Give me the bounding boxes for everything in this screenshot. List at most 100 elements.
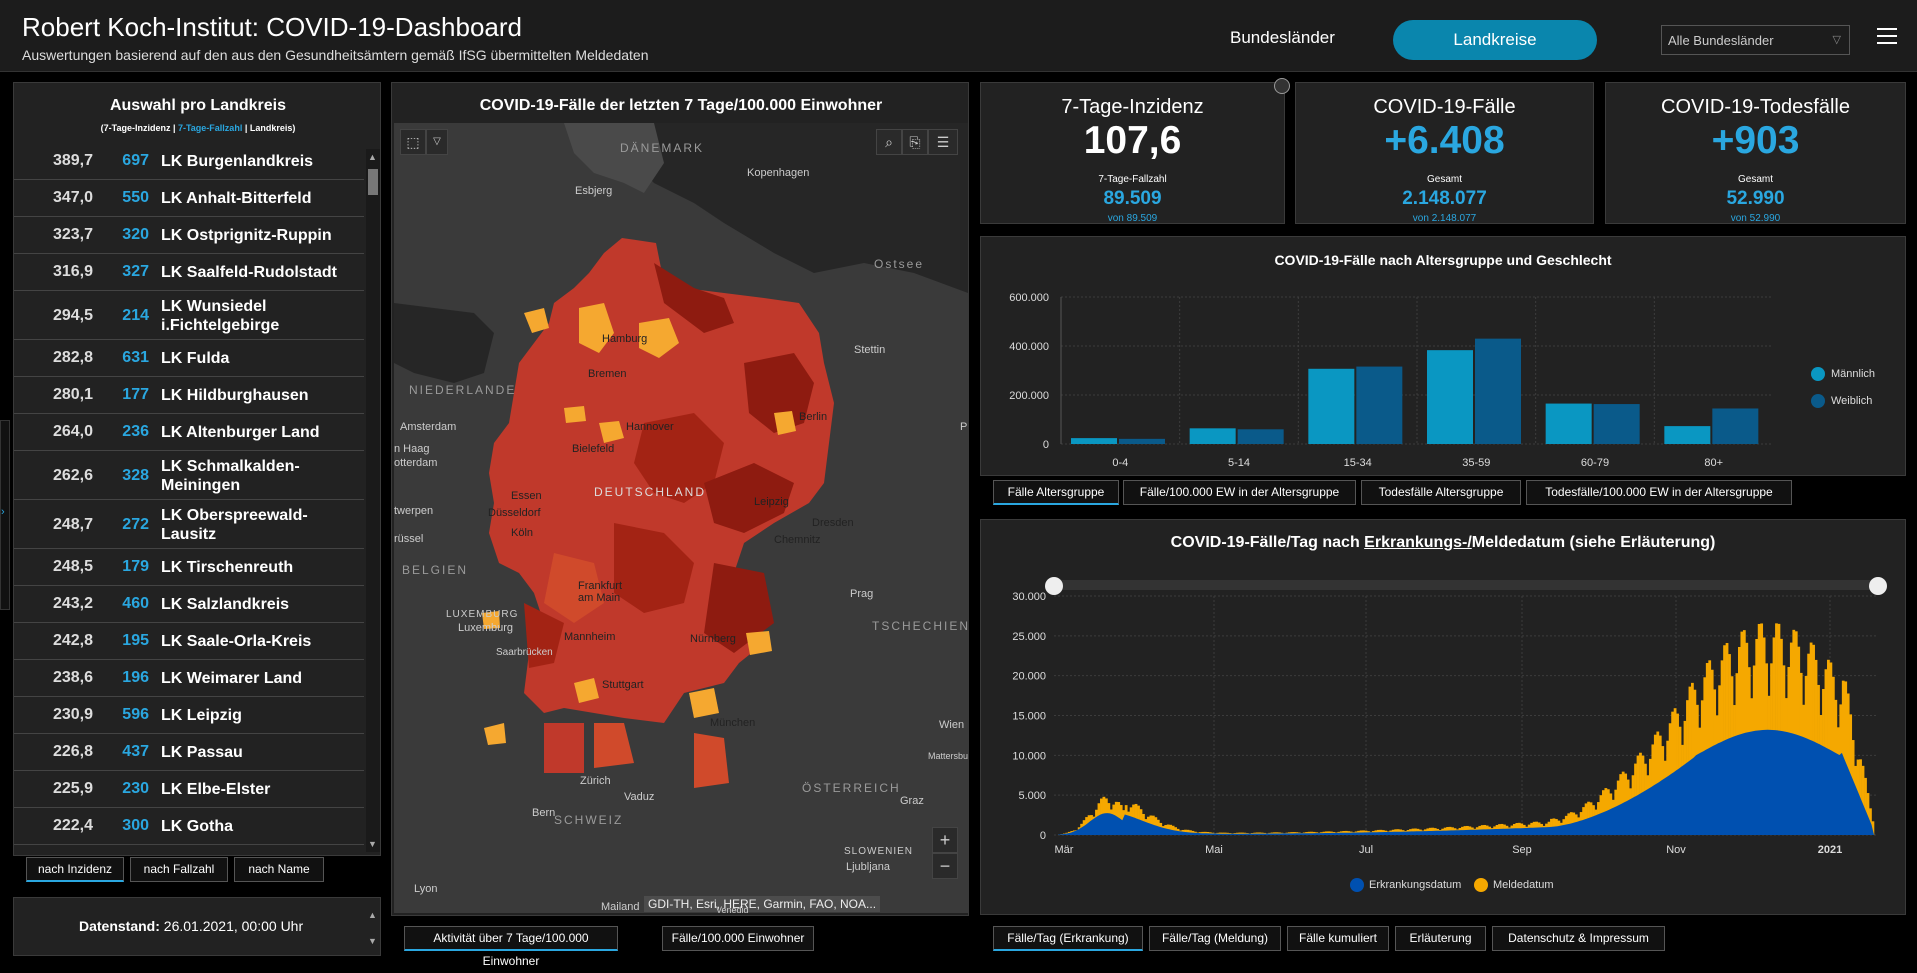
scroll-up-icon[interactable]: ▲ bbox=[368, 152, 377, 162]
tab-cases-age-per-100k[interactable]: Fälle/100.000 EW in der Altersgruppe bbox=[1123, 480, 1356, 505]
map-label: n Haag bbox=[394, 443, 429, 455]
map-label: Prag bbox=[850, 588, 873, 600]
sort-by-cases-tab[interactable]: nach Fallzahl bbox=[130, 857, 228, 882]
scroll-down-icon[interactable]: ▼ bbox=[368, 839, 377, 849]
side-panel-toggle[interactable]: › bbox=[0, 420, 10, 610]
hamburger-menu-icon[interactable] bbox=[1877, 28, 1897, 46]
bar[interactable] bbox=[1594, 404, 1640, 444]
scrollbar-thumb[interactable] bbox=[368, 169, 378, 195]
landkreis-name: LK Hildburghausen bbox=[161, 386, 361, 405]
map-label: Berlin bbox=[799, 411, 827, 423]
tab-cumulative[interactable]: Fälle kumuliert bbox=[1287, 926, 1389, 951]
landkreis-name: LK Saalfeld-Rudolstadt bbox=[161, 263, 361, 282]
tab-activity-7-days[interactable]: Aktivität über 7 Tage/100.000 Einwohner bbox=[404, 926, 618, 951]
tab-daily-report[interactable]: Fälle/Tag (Meldung) bbox=[1149, 926, 1281, 951]
zoom-out-button[interactable]: − bbox=[932, 853, 958, 879]
range-slider-handle-right[interactable] bbox=[1869, 577, 1887, 595]
kpi-sub-label: Gesamt bbox=[1606, 174, 1905, 185]
bar[interactable] bbox=[1190, 428, 1236, 444]
landkreis-name: LK Schmalkalden-Meiningen bbox=[161, 457, 361, 495]
kpi-deaths: COVID-19-Todesfälle +903 Gesamt 52.990 v… bbox=[1605, 82, 1906, 224]
bar[interactable] bbox=[1308, 369, 1354, 444]
incidence-value: 323,7 bbox=[33, 226, 93, 244]
case-count: 179 bbox=[104, 558, 149, 576]
layer-list-icon[interactable]: ☰ bbox=[928, 129, 958, 155]
bar[interactable] bbox=[1238, 429, 1284, 444]
map-label: BELGIEN bbox=[402, 563, 468, 577]
incidence-value: 230,9 bbox=[33, 706, 93, 724]
chevron-down-icon[interactable]: ▽ bbox=[426, 129, 448, 155]
kpi-value: +6.408 bbox=[1296, 119, 1593, 163]
expand-icon[interactable] bbox=[1274, 78, 1290, 94]
map-label: Ostsee bbox=[874, 257, 924, 271]
tab-bundeslaender[interactable]: Bundesländer bbox=[1230, 28, 1335, 48]
bar[interactable] bbox=[1119, 439, 1165, 444]
x-tick-label: 80+ bbox=[1704, 457, 1723, 469]
map-label: DÄNEMARK bbox=[620, 141, 704, 155]
x-tick-label: Mai bbox=[1205, 844, 1223, 856]
scroll-up-icon[interactable]: ▲ bbox=[368, 910, 377, 920]
bar[interactable] bbox=[1071, 438, 1117, 444]
bar[interactable] bbox=[1356, 367, 1402, 444]
tab-cases-age[interactable]: Fälle Altersgruppe bbox=[993, 480, 1119, 505]
page-title: Robert Koch-Institut: COVID-19-Dashboard bbox=[22, 12, 522, 43]
tab-deaths-age[interactable]: Todesfälle Altersgruppe bbox=[1361, 480, 1521, 505]
case-count: 272 bbox=[104, 516, 149, 534]
legend-label: Erkrankungsdatum bbox=[1369, 879, 1461, 891]
select-tool-icon[interactable]: ⬚ bbox=[400, 129, 426, 155]
legend-label: Männlich bbox=[1831, 368, 1875, 380]
y-tick-label: 15.000 bbox=[1012, 711, 1046, 723]
bar[interactable] bbox=[1712, 408, 1758, 444]
tab-cases-per-100k[interactable]: Fälle/100.000 Einwohner bbox=[662, 926, 814, 951]
sort-by-name-tab[interactable]: nach Name bbox=[234, 857, 324, 882]
search-icon[interactable]: ⌕ bbox=[876, 129, 902, 155]
case-count: 196 bbox=[104, 669, 149, 687]
bar[interactable] bbox=[1664, 426, 1710, 444]
bar[interactable] bbox=[1475, 339, 1521, 444]
bar[interactable] bbox=[1427, 350, 1473, 444]
scroll-down-icon[interactable]: ▼ bbox=[368, 936, 377, 946]
incidence-value: 282,8 bbox=[33, 349, 93, 367]
tab-privacy-imprint[interactable]: Datenschutz & Impressum bbox=[1492, 926, 1665, 951]
map-label: Bremen bbox=[588, 368, 627, 380]
region-select[interactable]: Alle Bundesländer ▽ bbox=[1661, 25, 1850, 55]
tab-explanation[interactable]: Erläuterung bbox=[1395, 926, 1486, 951]
incidence-value: 389,7 bbox=[33, 152, 93, 170]
list-scrollbar[interactable]: ▲ ▼ bbox=[366, 149, 380, 852]
range-slider-handle-left[interactable] bbox=[1045, 577, 1063, 595]
range-slider-track[interactable] bbox=[1054, 580, 1876, 590]
sort-by-incidence-tab[interactable]: nach Inzidenz bbox=[26, 857, 124, 882]
case-count: 214 bbox=[104, 307, 149, 325]
bookmark-icon[interactable]: ⎘ bbox=[902, 129, 928, 155]
case-count: 328 bbox=[104, 467, 149, 485]
tab-daily-onset[interactable]: Fälle/Tag (Erkrankung) bbox=[993, 926, 1143, 951]
map-label: Venedig bbox=[716, 905, 749, 913]
bar[interactable] bbox=[1546, 404, 1592, 444]
tab-landkreise[interactable]: Landkreise bbox=[1393, 20, 1597, 60]
y-tick-label: 200.000 bbox=[1009, 390, 1049, 402]
tab-deaths-age-per-100k[interactable]: Todesfälle/100.000 EW in der Altersgrupp… bbox=[1526, 480, 1792, 505]
germany-incidence-map[interactable]: ⬚ ▽ ⌕ ⎘ ☰ + − GDI-TH, Esri, HERE, Garmin… bbox=[394, 123, 968, 913]
case-count: 460 bbox=[104, 595, 149, 613]
zoom-in-button[interactable]: + bbox=[932, 827, 958, 853]
